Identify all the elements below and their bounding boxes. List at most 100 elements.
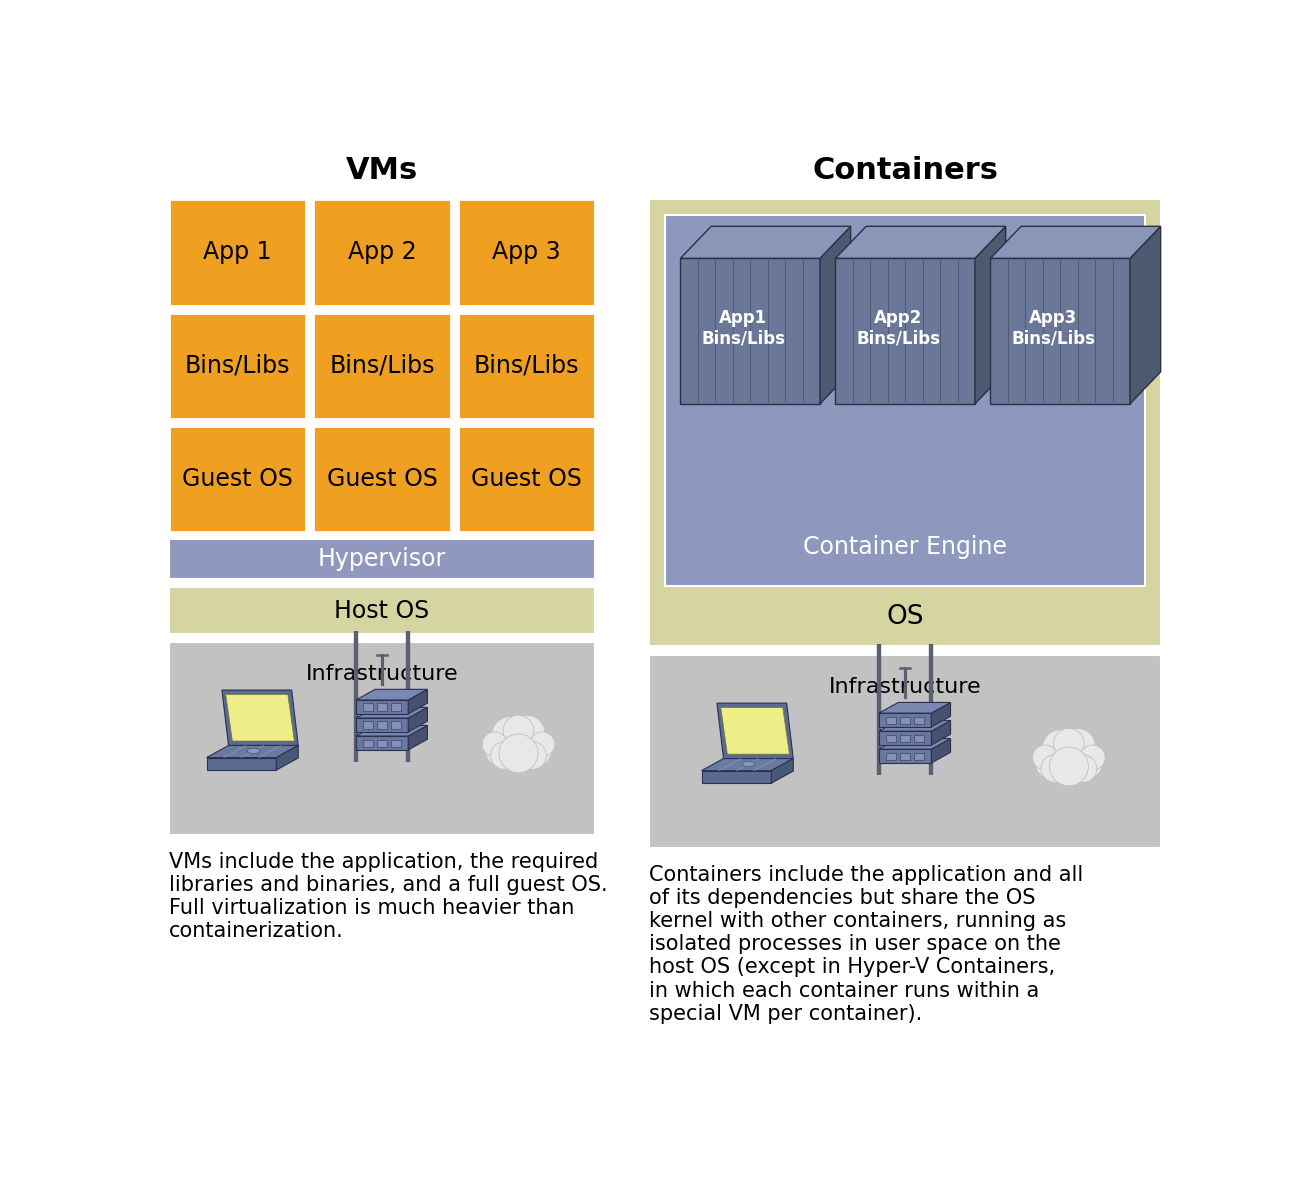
Circle shape bbox=[1043, 729, 1078, 766]
Circle shape bbox=[495, 722, 542, 769]
Circle shape bbox=[491, 741, 518, 769]
Polygon shape bbox=[681, 258, 820, 404]
Circle shape bbox=[1059, 728, 1095, 765]
Text: Containers include the application and all
of its dependencies but share the OS
: Containers include the application and a… bbox=[650, 865, 1083, 1024]
Circle shape bbox=[518, 733, 552, 767]
Bar bbox=[363, 740, 372, 747]
Bar bbox=[458, 313, 595, 419]
Bar bbox=[391, 703, 401, 712]
Bar bbox=[391, 721, 401, 729]
Polygon shape bbox=[879, 739, 950, 749]
Text: Host OS: Host OS bbox=[335, 598, 430, 623]
Polygon shape bbox=[409, 689, 427, 714]
Circle shape bbox=[518, 741, 547, 769]
Bar bbox=[363, 703, 372, 712]
Polygon shape bbox=[975, 227, 1005, 404]
Text: Bins/Libs: Bins/Libs bbox=[474, 354, 579, 378]
Text: App2
Bins/Libs: App2 Bins/Libs bbox=[857, 309, 940, 348]
Ellipse shape bbox=[742, 761, 755, 767]
Bar bbox=[363, 721, 372, 729]
Text: App1
Bins/Libs: App1 Bins/Libs bbox=[702, 309, 785, 348]
Polygon shape bbox=[931, 702, 950, 727]
Text: App 1: App 1 bbox=[203, 241, 272, 264]
Polygon shape bbox=[409, 707, 427, 732]
Text: Infrastructure: Infrastructure bbox=[829, 677, 982, 696]
Bar bbox=[900, 753, 910, 760]
Polygon shape bbox=[771, 759, 793, 784]
Polygon shape bbox=[879, 721, 950, 732]
Polygon shape bbox=[355, 700, 409, 714]
Bar bbox=[169, 426, 306, 532]
Bar bbox=[169, 313, 306, 419]
Polygon shape bbox=[879, 702, 950, 713]
Circle shape bbox=[1042, 755, 1069, 782]
Bar bbox=[900, 735, 910, 742]
Circle shape bbox=[499, 734, 538, 773]
Polygon shape bbox=[355, 707, 427, 717]
Bar bbox=[914, 735, 923, 742]
Bar bbox=[169, 199, 306, 306]
Circle shape bbox=[1032, 745, 1057, 769]
Polygon shape bbox=[355, 736, 409, 750]
Bar bbox=[376, 740, 387, 747]
Text: Containers: Containers bbox=[812, 157, 999, 185]
Bar bbox=[900, 716, 910, 725]
Polygon shape bbox=[820, 227, 850, 404]
Circle shape bbox=[1069, 747, 1103, 780]
Bar bbox=[458, 426, 595, 532]
Bar bbox=[914, 716, 923, 725]
Circle shape bbox=[509, 715, 546, 752]
Circle shape bbox=[482, 732, 508, 756]
Circle shape bbox=[530, 732, 555, 756]
Text: App 3: App 3 bbox=[492, 241, 561, 264]
Bar bbox=[914, 753, 923, 760]
Bar bbox=[169, 642, 595, 834]
Bar bbox=[665, 215, 1146, 586]
Text: Guest OS: Guest OS bbox=[182, 467, 293, 491]
Circle shape bbox=[1049, 747, 1088, 786]
Bar bbox=[391, 740, 401, 747]
Bar bbox=[650, 199, 1161, 645]
Text: Bins/Libs: Bins/Libs bbox=[185, 354, 290, 378]
Bar bbox=[376, 703, 387, 712]
Polygon shape bbox=[225, 695, 294, 741]
Circle shape bbox=[503, 715, 534, 746]
Polygon shape bbox=[991, 227, 1160, 258]
Polygon shape bbox=[879, 749, 931, 763]
Text: VMs: VMs bbox=[346, 157, 418, 185]
Circle shape bbox=[1069, 755, 1096, 782]
Polygon shape bbox=[409, 726, 427, 750]
Text: OS: OS bbox=[887, 604, 924, 630]
Polygon shape bbox=[702, 771, 771, 784]
Bar bbox=[887, 716, 896, 725]
Polygon shape bbox=[991, 258, 1130, 404]
Polygon shape bbox=[355, 726, 427, 736]
Polygon shape bbox=[879, 732, 931, 745]
Bar bbox=[169, 539, 595, 579]
Polygon shape bbox=[221, 690, 298, 746]
Bar bbox=[887, 753, 896, 760]
Bar bbox=[314, 426, 450, 532]
Ellipse shape bbox=[247, 748, 260, 754]
Polygon shape bbox=[931, 739, 950, 763]
Circle shape bbox=[1053, 728, 1085, 759]
Circle shape bbox=[1046, 735, 1092, 782]
Polygon shape bbox=[1130, 227, 1160, 404]
Bar bbox=[376, 721, 387, 729]
Text: VMs include the application, the required
libraries and binaries, and a full gue: VMs include the application, the require… bbox=[169, 852, 608, 942]
Polygon shape bbox=[717, 703, 793, 759]
Polygon shape bbox=[355, 689, 427, 700]
Polygon shape bbox=[276, 746, 298, 771]
Polygon shape bbox=[207, 758, 276, 771]
Polygon shape bbox=[931, 721, 950, 745]
Circle shape bbox=[492, 716, 529, 753]
Circle shape bbox=[484, 733, 518, 767]
Polygon shape bbox=[681, 227, 850, 258]
Text: App 2: App 2 bbox=[348, 241, 417, 264]
Text: App3
Bins/Libs: App3 Bins/Libs bbox=[1012, 309, 1095, 348]
Circle shape bbox=[1035, 747, 1069, 780]
Text: Hypervisor: Hypervisor bbox=[318, 548, 447, 571]
Polygon shape bbox=[836, 258, 975, 404]
Text: Container Engine: Container Engine bbox=[803, 536, 1008, 559]
Polygon shape bbox=[836, 227, 1005, 258]
